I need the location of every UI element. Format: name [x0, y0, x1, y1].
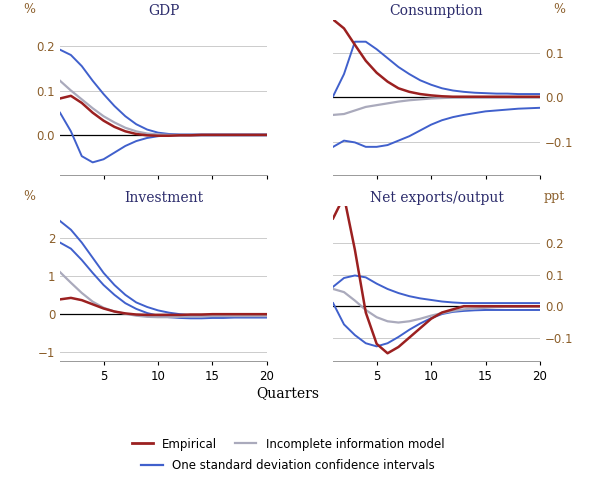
Text: Quarters: Quarters	[257, 386, 320, 400]
Legend: Empirical, Incomplete information model: Empirical, Incomplete information model	[127, 433, 449, 455]
Text: %: %	[23, 3, 35, 17]
Text: ppt: ppt	[544, 190, 565, 203]
Title: GDP: GDP	[148, 4, 179, 19]
Legend: One standard deviation confidence intervals: One standard deviation confidence interv…	[137, 455, 439, 477]
Text: %: %	[553, 3, 565, 17]
Title: Investment: Investment	[124, 191, 203, 204]
Text: %: %	[23, 190, 35, 203]
Title: Consumption: Consumption	[390, 4, 484, 19]
Title: Net exports/output: Net exports/output	[370, 191, 503, 204]
